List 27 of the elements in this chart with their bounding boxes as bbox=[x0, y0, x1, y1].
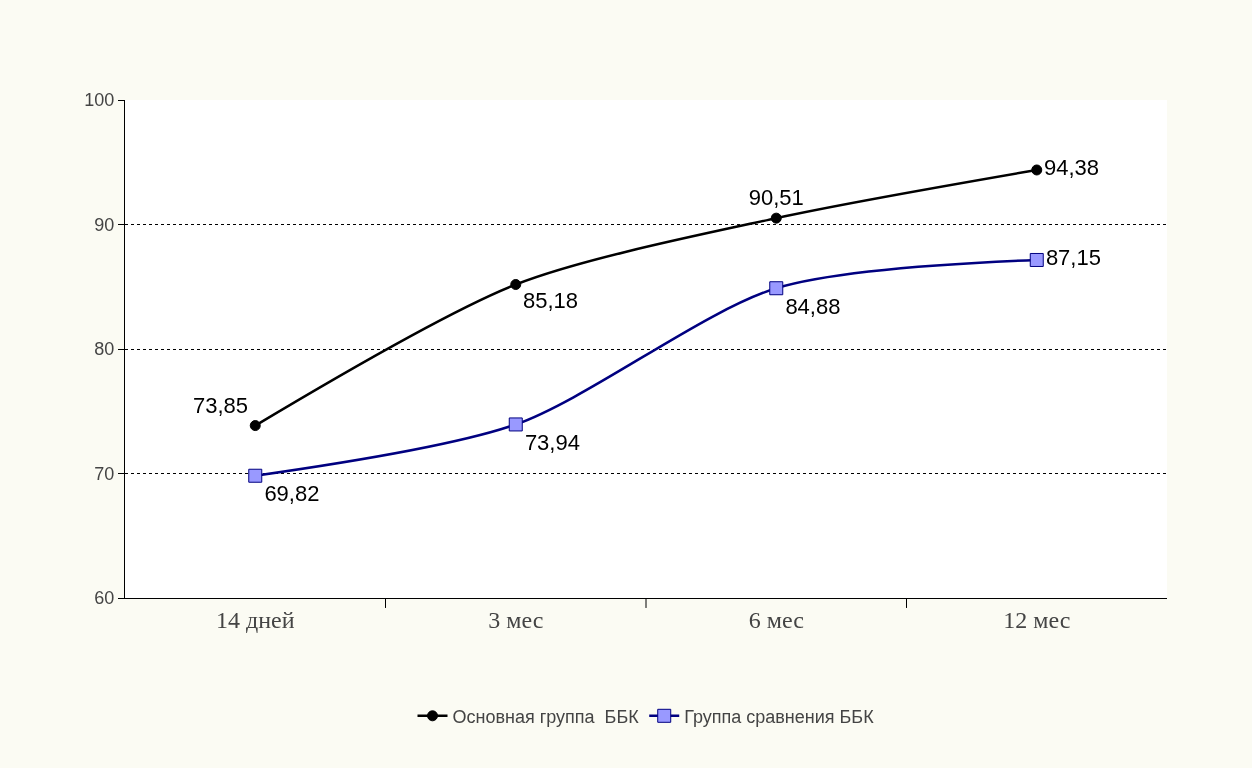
point bbox=[770, 212, 782, 224]
y-tick-label: 90 bbox=[94, 214, 115, 235]
legend-label: Основная группа ББК bbox=[452, 706, 640, 727]
y-tick-label: 80 bbox=[94, 339, 115, 360]
point bbox=[1029, 252, 1044, 267]
y-tick-label: 70 bbox=[94, 463, 115, 484]
data-label: 73,94 bbox=[524, 430, 580, 456]
x-tick-label: 3 мес bbox=[488, 606, 544, 633]
point bbox=[248, 468, 263, 483]
data-label: 90,51 bbox=[748, 185, 804, 211]
data-label: 85,18 bbox=[523, 288, 579, 314]
y-tick-label: 60 bbox=[94, 588, 115, 609]
point bbox=[1031, 164, 1043, 176]
legend-label: Группа сравнения ББК bbox=[684, 706, 875, 727]
x-tick-label: 6 мес bbox=[748, 606, 804, 633]
point bbox=[249, 420, 261, 432]
x-tick-label: 12 мес bbox=[1003, 606, 1071, 633]
point bbox=[510, 279, 522, 291]
data-label: 87,15 bbox=[1045, 245, 1101, 271]
point bbox=[508, 417, 523, 432]
data-label: 69,82 bbox=[264, 481, 320, 507]
data-label: 73,85 bbox=[192, 392, 248, 418]
data-label: 94,38 bbox=[1044, 155, 1100, 181]
data-label: 84,88 bbox=[785, 293, 841, 319]
point bbox=[769, 281, 784, 296]
x-tick-label: 14 дней bbox=[215, 606, 295, 633]
y-tick-label: 100 bbox=[84, 90, 115, 111]
